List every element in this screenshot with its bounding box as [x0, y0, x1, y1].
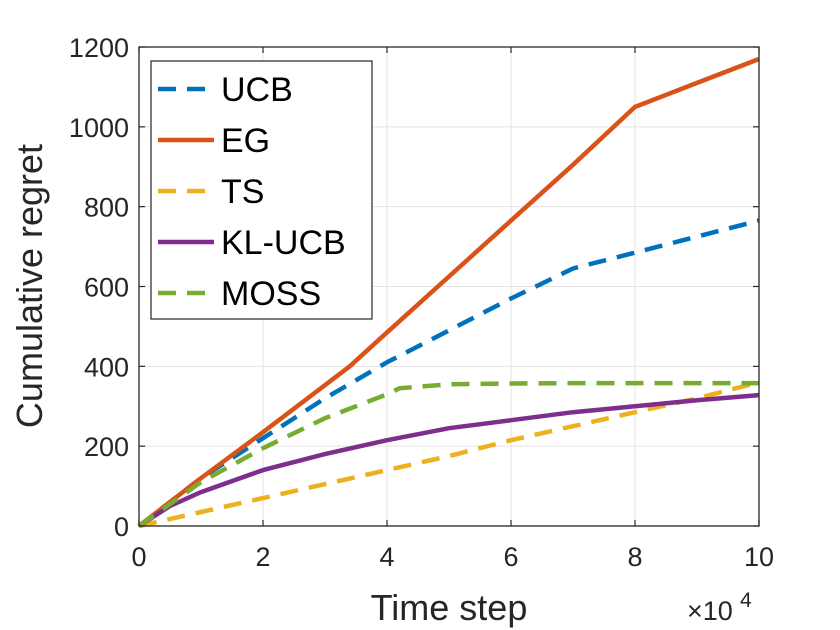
series-group — [137, 56, 760, 529]
tick-labels: 0 2 4 6 8 10 0 200 400 600 800 1000 1200 — [69, 33, 774, 572]
legend-label-kl-ucb: KL-UCB — [221, 224, 346, 262]
legend-label-moss: MOSS — [221, 275, 321, 313]
y-tick-label: 0 — [114, 512, 129, 542]
x-tick-label: 2 — [255, 542, 270, 572]
series-line-ucb — [137, 218, 760, 528]
x-exponent-base: ×10 — [687, 596, 733, 626]
ticks — [138, 46, 760, 527]
y-tick-label: 1200 — [69, 33, 129, 63]
x-axis-label: Time step — [371, 587, 528, 628]
legend-label-eg: EG — [221, 122, 270, 160]
series-line-moss — [137, 380, 759, 528]
x-tick-label: 0 — [131, 542, 146, 572]
x-tick-label: 8 — [627, 542, 642, 572]
series-line-eg — [137, 56, 760, 528]
y-tick-label: 200 — [84, 432, 129, 462]
x-exponent-power: 4 — [740, 589, 752, 612]
legend: UCB EG TS KL-UCB MOSS — [150, 60, 373, 320]
y-axis-label: Cumulative regret — [9, 144, 50, 428]
y-tick-label: 400 — [84, 352, 129, 382]
y-tick-label: 1000 — [69, 113, 129, 143]
y-tick-label: 600 — [84, 273, 129, 303]
x-tick-label: 10 — [744, 542, 774, 572]
series-line-ts — [138, 380, 760, 529]
series-line-kl-ucb — [137, 392, 760, 528]
x-tick-label: 6 — [503, 542, 518, 572]
legend-label-ts: TS — [221, 173, 264, 211]
x-tick-label: 4 — [379, 542, 394, 572]
legend-label-ucb: UCB — [221, 71, 293, 109]
y-tick-label: 800 — [84, 193, 129, 223]
